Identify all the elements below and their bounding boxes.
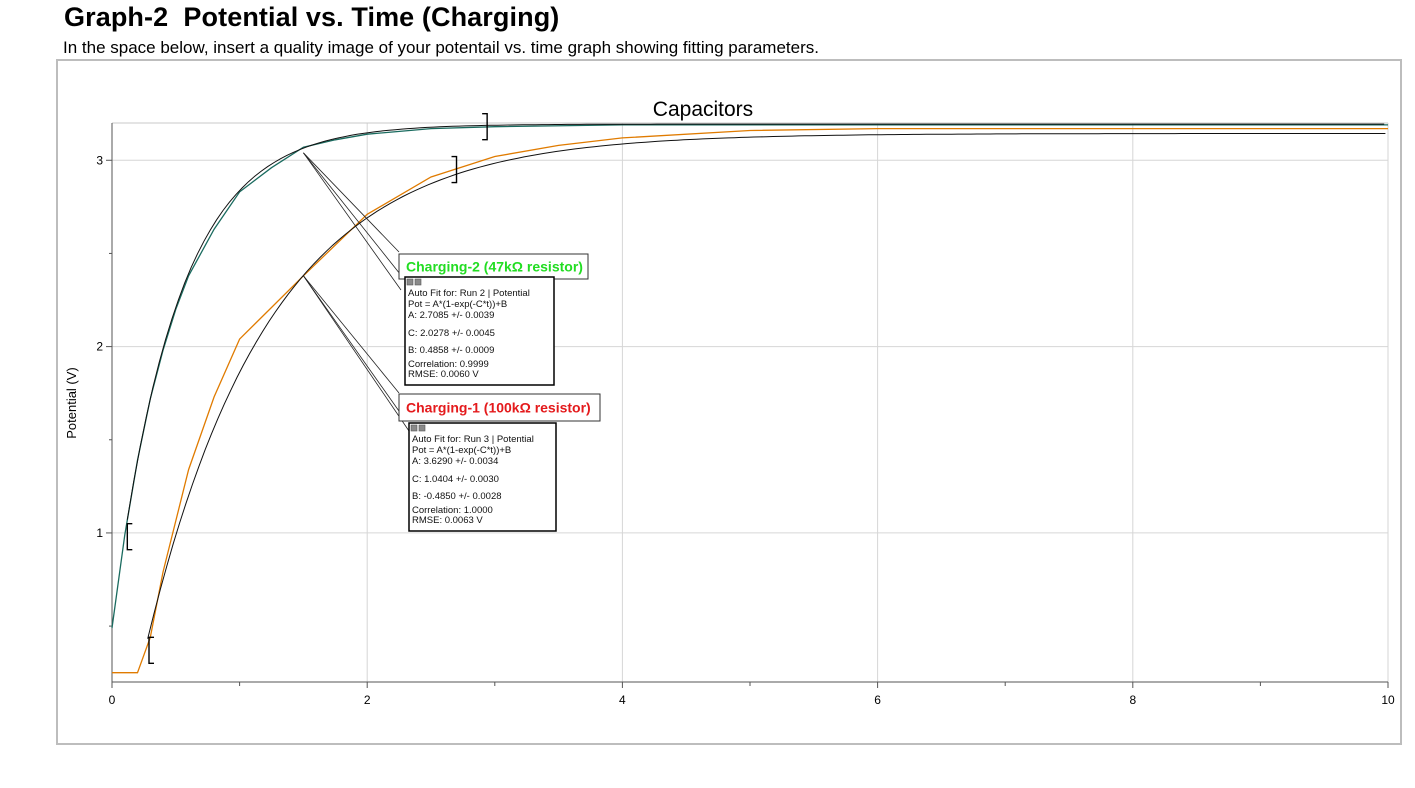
annotation-label-2: Charging-1 (100kΩ resistor) (406, 400, 591, 416)
fit-info-line: A: 3.6290 +/- 0.0034 (412, 456, 498, 467)
annotation-label-box-2 (398, 393, 601, 422)
fit-info-line: B: -0.4850 +/- 0.0028 (412, 491, 502, 502)
options-icon (414, 278, 422, 286)
x-tick-label: 8 (1129, 693, 1136, 707)
bracket-end-run1 (451, 155, 458, 184)
fit-info-line: Correlation: 1.0000 (412, 505, 493, 516)
leader-line-2 (303, 275, 400, 394)
x-tick-label: 0 (109, 693, 116, 707)
instructions-text: In the space below, insert a quality ima… (63, 38, 819, 57)
annotation-label-1: Charging-2 (47kΩ resistor) (406, 259, 583, 275)
fit-info-line: A: 2.7085 +/- 0.0039 (408, 310, 494, 321)
fit-annotations: Charging-2 (47kΩ resistor) Auto Fit for: … (398, 253, 601, 532)
series-line-2 (112, 127, 1388, 674)
bracket-start-run1 (148, 636, 155, 665)
x-tick-label: 4 (619, 693, 626, 707)
fit-info-line: RMSE: 0.0063 V (412, 515, 483, 526)
fit-range-brackets (126, 113, 488, 665)
x-tick-label: 10 (1381, 693, 1395, 707)
leader-line-1 (303, 152, 405, 280)
leader-line-2 (303, 275, 410, 432)
close-icon (410, 424, 418, 432)
fit-info-line: Correlation: 0.9999 (408, 359, 489, 370)
y-axis-label: Potential (V) (64, 367, 79, 439)
fit-info-box-2 (408, 422, 557, 532)
fit-curve-2 (147, 133, 1386, 639)
fit-info-line: C: 1.0404 +/- 0.0030 (412, 474, 499, 485)
data-series (111, 123, 1388, 674)
graph-frame: 0 2 4 6 8 10 1 2 3 Capacitors Potential (V) Char… (56, 59, 1402, 745)
bracket-end-run2 (482, 113, 488, 141)
fit-info-line: Pot = A*(1-exp(-C*t))+B (408, 299, 507, 310)
fit-info-line: RMSE: 0.0060 V (408, 369, 479, 380)
leader-line-2 (303, 275, 407, 422)
annotation-label-box-1 (398, 253, 589, 280)
y-tick-label: 2 (96, 340, 103, 354)
fit-curve-1 (126, 123, 1385, 520)
y-tick-label: 3 (96, 153, 103, 167)
grid (112, 122, 1389, 682)
annotation-leaders (303, 152, 410, 432)
chart-title: Capacitors (653, 98, 753, 121)
fit-info-line: Auto Fit for: Run 3 | Potential (412, 434, 534, 445)
options-icon (418, 424, 426, 432)
x-tick-label: 2 (364, 693, 371, 707)
fit-info-line: Auto Fit for: Run 2 | Potential (408, 288, 530, 299)
leader-line-1 (303, 152, 402, 291)
bracket-start-run2 (126, 522, 133, 551)
fit-info-line: Pot = A*(1-exp(-C*t))+B (412, 445, 511, 456)
x-tick-label: 6 (874, 693, 881, 707)
page-heading: Graph-2 Potential vs. Time (Charging) (64, 2, 560, 32)
fit-info-line: B: 0.4858 +/- 0.0009 (408, 345, 494, 356)
fit-info-box-1 (404, 276, 555, 386)
leader-line-1 (303, 152, 400, 253)
close-icon (406, 278, 414, 286)
fit-info-line: C: 2.0278 +/- 0.0045 (408, 328, 495, 339)
y-tick-label: 1 (96, 526, 103, 540)
series-line-1 (111, 124, 1388, 629)
